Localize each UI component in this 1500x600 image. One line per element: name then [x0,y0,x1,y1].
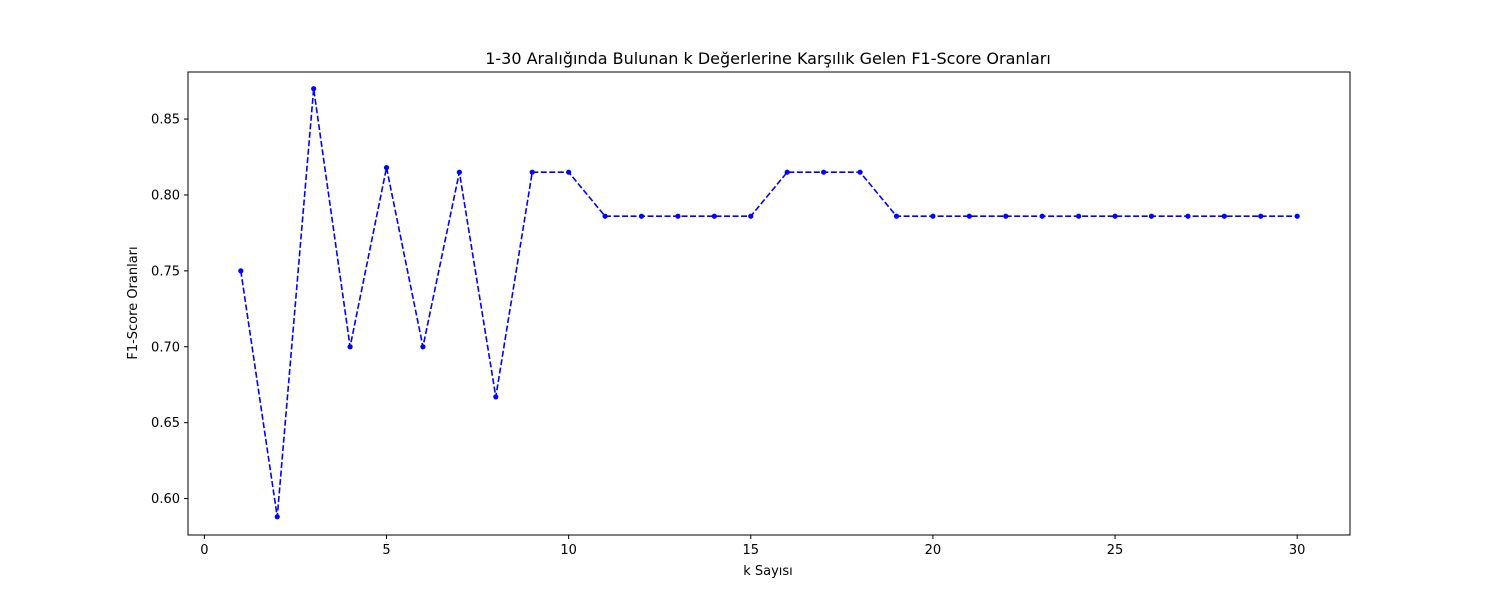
data-point [857,169,863,175]
data-point [930,213,936,219]
y-tick-label: 0.75 [151,264,180,279]
data-point [966,213,972,219]
data-point [420,344,426,350]
x-tick-label: 5 [382,543,390,558]
y-axis: 0.60 0.65 0.70 0.75 0.80 0.85 [151,113,188,507]
data-point [1185,213,1191,219]
x-tick-label: 25 [1107,543,1124,558]
y-tick-label: 0.80 [151,188,180,203]
y-tick-label: 0.60 [151,492,180,507]
x-axis-title: k Sayısı [743,564,793,579]
data-point [821,169,827,175]
data-point [675,213,681,219]
data-point [274,514,280,520]
data-point [456,169,462,175]
data-point [748,213,754,219]
series-line [240,88,1298,517]
y-tick-label: 0.85 [151,113,180,128]
x-tick-label: 0 [200,543,208,558]
data-point [1221,213,1227,219]
data-point [1294,213,1300,219]
data-point [638,213,645,219]
data-point [1076,213,1082,219]
x-axis: 0 5 10 15 20 25 30 [200,535,1305,558]
data-point [383,165,390,171]
data-point [711,213,717,219]
x-tick-label: 20 [925,543,942,558]
y-axis-title: F1-Score Oranları [126,246,141,359]
data-point [602,213,608,219]
data-point [493,394,499,400]
data-point [238,268,244,274]
data-point [893,213,900,219]
x-tick-label: 30 [1289,543,1306,558]
y-tick-label: 0.70 [151,340,180,355]
data-point [1258,213,1264,219]
data-point [1148,213,1155,219]
plot-frame [187,71,1351,536]
data-point [1003,213,1009,219]
data-point [784,169,790,175]
data-point [566,169,572,175]
x-tick-label: 15 [743,543,760,558]
data-point [311,86,317,92]
chart-title: 1-30 Aralığında Bulunan k Değerlerine Ka… [485,49,1051,68]
series-markers [238,86,1300,520]
y-tick-label: 0.65 [151,416,180,431]
data-point [1039,213,1045,219]
data-point [1112,213,1118,219]
data-point [529,169,535,175]
x-tick-label: 10 [560,543,577,558]
data-point [347,344,353,350]
